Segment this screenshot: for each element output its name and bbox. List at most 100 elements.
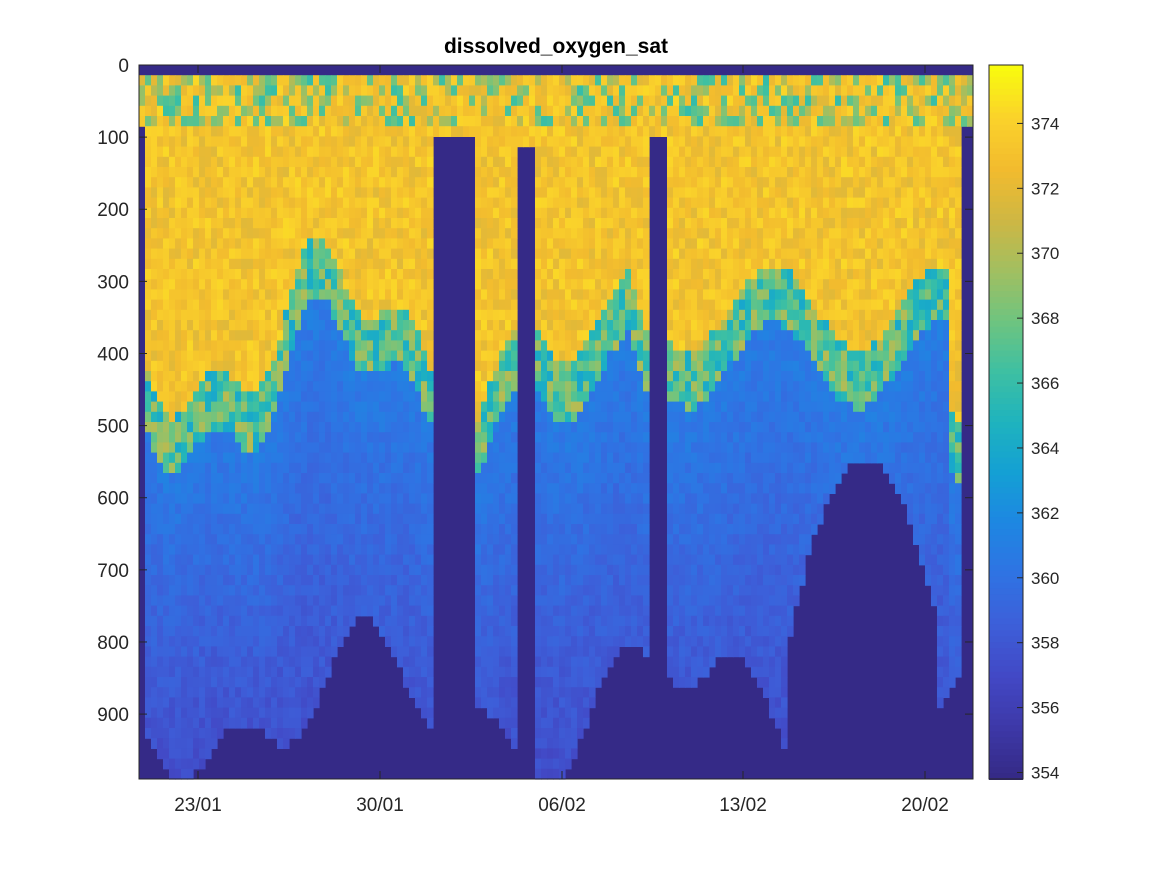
heatmap-cell [613,452,620,464]
heatmap-cell [283,442,290,454]
heatmap-cell [253,707,260,719]
heatmap-cell [283,177,290,188]
heatmap-cell [205,503,212,515]
heatmap-cell [151,595,158,607]
heatmap-cell [499,218,506,229]
heatmap-cell [211,320,218,331]
heatmap-cell [571,320,578,331]
heatmap-cell [475,442,482,454]
heatmap-cell [625,95,632,107]
heatmap-cell [169,320,176,331]
heatmap-cell [265,289,272,301]
heatmap-cell [679,564,686,576]
heatmap-cell [517,95,524,107]
heatmap-cell [403,146,410,158]
heatmap-cell [667,503,674,515]
heatmap-cell [151,371,158,382]
heatmap-cells [139,75,974,780]
heatmap-cell [535,585,542,596]
heatmap-cell [379,411,386,423]
heatmap-cell [547,473,554,484]
heatmap-cell [253,636,260,647]
heatmap-cell [289,299,296,311]
heatmap-cell [403,636,410,647]
heatmap-cell [337,228,344,239]
heatmap-cell [361,248,368,260]
heatmap-cell [307,503,314,515]
heatmap-cell [547,350,554,362]
heatmap-cell [145,697,152,709]
heatmap-cell [193,116,200,127]
heatmap-cell [565,442,572,454]
heatmap-cell [559,585,566,596]
heatmap-cell [223,218,230,229]
heatmap-cell [565,422,572,433]
heatmap-cell [427,544,434,556]
heatmap-cell [505,462,512,474]
heatmap-cell [193,381,200,392]
heatmap-cell [565,575,572,586]
heatmap-cell [283,575,290,586]
heatmap-cell [427,564,434,576]
heatmap-cell [253,656,260,668]
heatmap-cell [193,462,200,474]
heatmap-cell [193,248,200,260]
heatmap-cell [355,544,362,556]
heatmap-cell [223,371,230,382]
heatmap-cell [481,146,488,158]
heatmap-cell [373,462,380,474]
heatmap-cell [553,452,560,464]
heatmap-cell [205,248,212,260]
heatmap-cell [235,411,242,423]
heatmap-cell [427,554,434,566]
heatmap-cell [499,177,506,188]
heatmap-cell [205,646,212,658]
heatmap-cell [499,483,506,494]
heatmap-cell [349,340,356,352]
heatmap-cell [223,167,230,178]
heatmap-cell [319,269,326,280]
heatmap-cell [313,167,320,178]
heatmap-cell [373,371,380,382]
heatmap-cell [631,95,638,107]
heatmap-cell [481,687,488,698]
heatmap-cell [571,595,578,607]
heatmap-cell [607,156,614,168]
heatmap-cell [643,340,650,352]
heatmap-cell [535,197,542,209]
heatmap-cell [229,177,236,188]
heatmap-cell [691,105,698,117]
heatmap-cell [193,585,200,596]
heatmap-cell [301,279,308,290]
heatmap-cell [391,381,398,392]
heatmap-cell [175,728,182,739]
heatmap-cell [553,768,560,780]
heatmap-cell [637,462,644,474]
heatmap-cell [211,197,218,209]
heatmap-cell [271,564,278,576]
heatmap-cell [541,167,548,178]
heatmap-cell [211,228,218,239]
heatmap-cell [223,269,230,280]
heatmap-cell [277,371,284,382]
heatmap-cell [475,585,482,596]
heatmap-cell [253,615,260,627]
heatmap-cell [277,330,284,341]
heatmap-cell [643,473,650,484]
heatmap-cell [229,554,236,566]
heatmap-cell [415,534,422,545]
heatmap-cell [637,228,644,239]
heatmap-cell [181,401,188,413]
heatmap-cell [607,391,614,403]
heatmap-cell [559,717,566,729]
heatmap-cell [157,422,164,433]
heatmap-cell [499,289,506,301]
heatmap-cell [331,309,338,321]
heatmap-cell [571,207,578,219]
heatmap-cell [451,126,458,137]
heatmap-cell [673,544,680,556]
heatmap-cell [613,360,620,372]
heatmap-cell [679,411,686,423]
heatmap-cell [397,401,404,413]
heatmap-cell [283,687,290,698]
